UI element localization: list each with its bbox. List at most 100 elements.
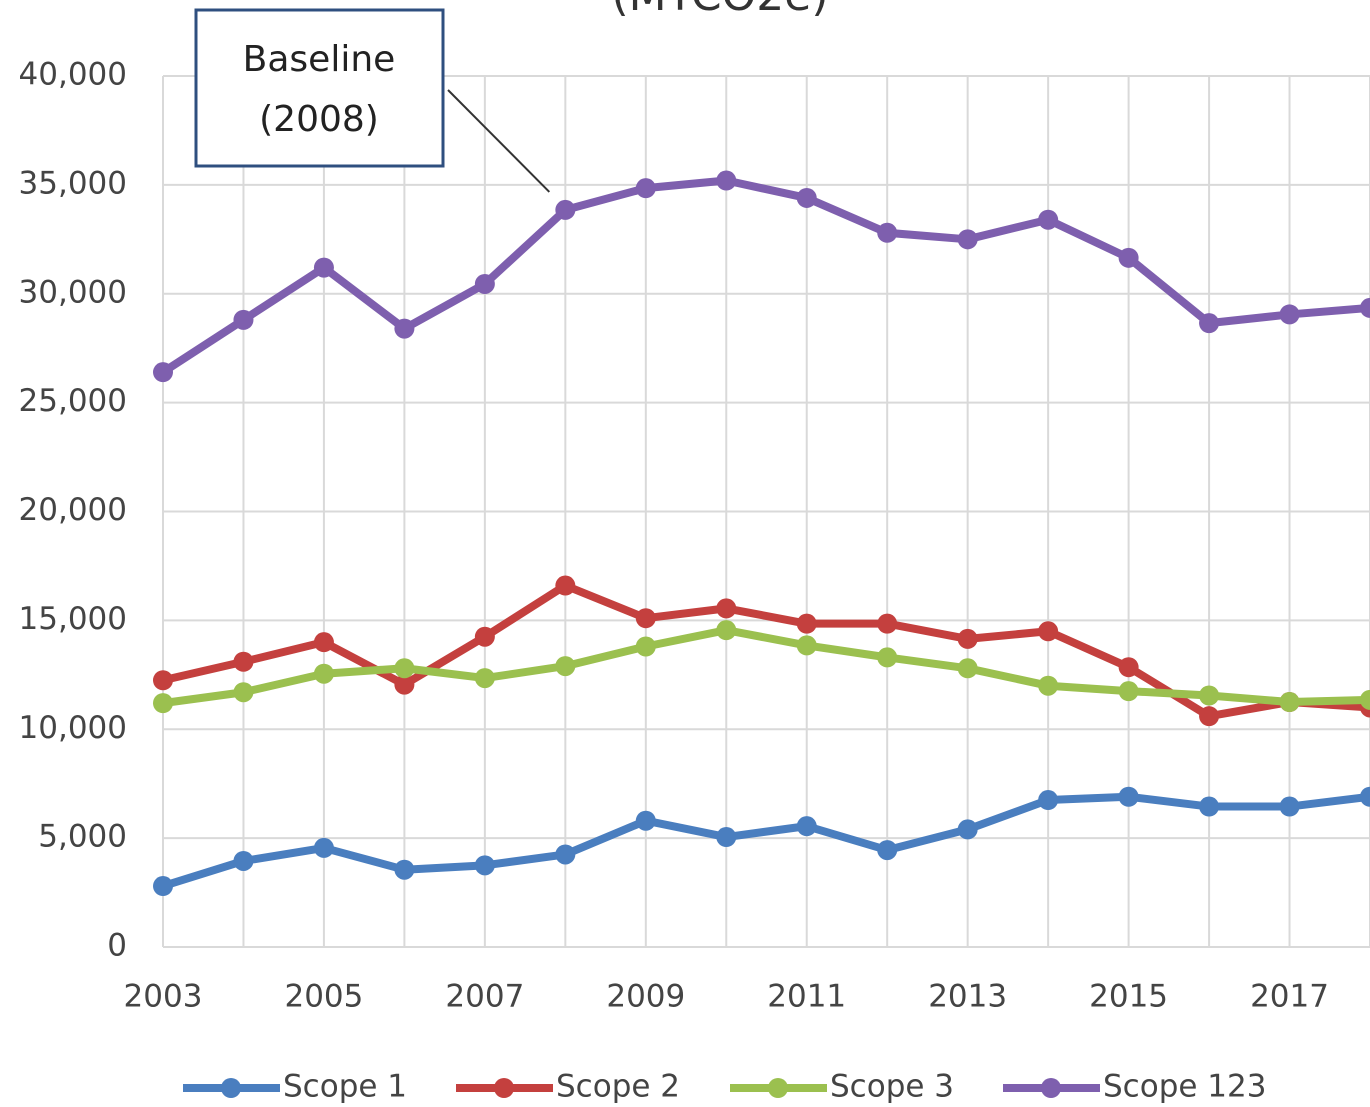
- data-point: [1118, 657, 1139, 678]
- data-point: [635, 810, 656, 831]
- data-point: [474, 668, 495, 689]
- legend-item: Scope 2: [456, 1069, 680, 1105]
- y-tick-label: 5,000: [38, 819, 127, 855]
- x-tick-label: 2003: [124, 979, 203, 1015]
- series-line: [160, 176, 1370, 376]
- data-point: [635, 178, 656, 199]
- data-point: [1360, 786, 1370, 807]
- data-point: [153, 876, 173, 897]
- legend-marker: [494, 1078, 514, 1098]
- y-tick-label: 20,000: [19, 492, 127, 528]
- series-line: [162, 626, 1370, 708]
- y-tick-label: 0: [107, 928, 127, 964]
- data-point: [394, 859, 415, 880]
- data-point: [716, 170, 737, 191]
- data-point: [1279, 692, 1300, 713]
- data-point: [1118, 681, 1139, 702]
- data-point: [957, 229, 978, 250]
- data-point: [233, 651, 254, 672]
- data-point: [153, 693, 173, 714]
- data-point: [233, 850, 254, 871]
- data-point: [233, 682, 254, 703]
- data-point: [555, 656, 576, 677]
- y-tick-label: 25,000: [19, 383, 127, 419]
- annotation-text: Baseline: [243, 39, 396, 80]
- legend-label: Scope 2: [556, 1069, 680, 1105]
- legend-marker: [221, 1078, 241, 1098]
- y-tick-label: 40,000: [19, 57, 127, 93]
- data-point: [474, 855, 495, 876]
- data-point: [1118, 786, 1139, 807]
- data-point: [957, 819, 978, 840]
- data-point: [1199, 685, 1220, 706]
- data-point: [1279, 304, 1300, 325]
- x-tick-label: 2015: [1089, 979, 1168, 1015]
- legend-label: Scope 123: [1103, 1069, 1266, 1105]
- x-tick-label: 2017: [1250, 979, 1329, 1015]
- data-point: [313, 663, 334, 684]
- x-tick-label: 2013: [928, 979, 1007, 1015]
- data-point: [877, 222, 898, 243]
- data-point: [153, 670, 173, 691]
- data-point: [1199, 706, 1220, 727]
- data-point: [474, 273, 495, 294]
- data-point: [957, 658, 978, 679]
- data-point: [1038, 209, 1059, 230]
- x-tick-label: 2007: [445, 979, 524, 1015]
- data-point: [474, 626, 495, 647]
- data-point: [313, 257, 334, 278]
- data-point: [635, 636, 656, 657]
- data-point: [716, 827, 737, 848]
- series-line: [161, 792, 1370, 890]
- annotation-leader: [447, 89, 551, 193]
- x-tick-label: 2009: [606, 979, 685, 1015]
- data-point: [1118, 247, 1139, 268]
- data-point: [1360, 689, 1370, 710]
- data-point: [716, 598, 737, 619]
- annotation-box: [194, 8, 445, 168]
- data-point: [313, 632, 334, 653]
- data-point: [233, 309, 254, 330]
- data-point: [1038, 621, 1059, 642]
- legend-label: Scope 1: [283, 1069, 407, 1105]
- data-point: [1199, 796, 1220, 817]
- legend-marker: [1041, 1078, 1061, 1098]
- data-point: [394, 658, 415, 679]
- data-point: [313, 837, 334, 858]
- y-tick-label: 35,000: [19, 165, 127, 201]
- data-point: [877, 613, 898, 634]
- data-point: [394, 674, 415, 695]
- y-tick-label: 30,000: [19, 274, 127, 310]
- legend-label: Scope 3: [830, 1069, 954, 1105]
- data-point: [394, 318, 415, 339]
- data-point: [1038, 790, 1059, 811]
- data-point: [1038, 675, 1059, 696]
- x-tick-label: 2005: [284, 979, 363, 1015]
- y-tick-label: 15,000: [19, 601, 127, 637]
- data-point: [1279, 796, 1300, 817]
- y-tick-label: 10,000: [19, 710, 127, 746]
- data-point: [796, 187, 817, 208]
- data-point: [555, 199, 576, 220]
- data-point: [1360, 297, 1370, 318]
- data-point: [877, 647, 898, 668]
- data-point: [796, 816, 817, 837]
- data-point: [555, 844, 576, 865]
- legend-item: Scope 3: [730, 1069, 954, 1105]
- data-point: [153, 362, 173, 383]
- data-point: [555, 575, 576, 596]
- data-point: [635, 608, 656, 629]
- annotation-text: (2008): [259, 99, 379, 140]
- x-tick-label: 2011: [767, 979, 846, 1015]
- data-point: [796, 613, 817, 634]
- data-point: [796, 635, 817, 656]
- data-point: [877, 840, 898, 861]
- data-point: [1199, 313, 1220, 334]
- data-point: [957, 628, 978, 649]
- chart-title: (MTCO2e): [611, 0, 828, 21]
- data-point: [716, 620, 737, 641]
- legend-marker: [768, 1078, 788, 1098]
- legend-item: Scope 123: [1003, 1069, 1266, 1105]
- legend-item: Scope 1: [183, 1069, 407, 1105]
